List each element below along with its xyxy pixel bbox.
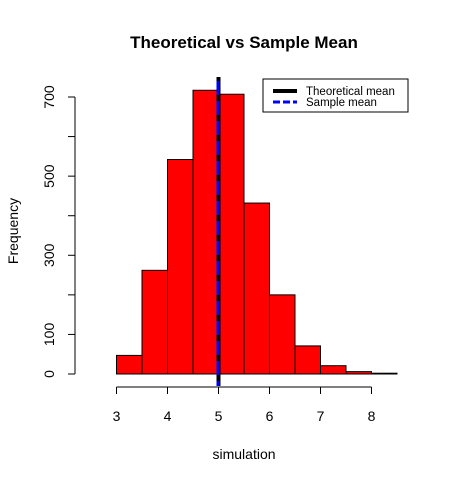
- y-tick-label: 0: [41, 370, 57, 378]
- histogram-bar: [320, 365, 347, 375]
- legend-label: Sample mean: [306, 97, 377, 109]
- histogram-bar: [192, 89, 219, 375]
- histogram-bar: [116, 354, 143, 375]
- legend-label: Theoretical mean: [306, 86, 395, 98]
- x-axis-label: simulation: [212, 446, 275, 462]
- chart-title: Theoretical vs Sample Mean: [130, 33, 358, 52]
- y-tick-label: 100: [41, 323, 57, 347]
- x-axis: 3 4 5 6 7 8: [113, 386, 376, 424]
- y-tick-label: 500: [41, 164, 57, 188]
- x-tick-label: 8: [368, 408, 376, 424]
- histogram-bar: [218, 93, 245, 375]
- y-tick-label: 700: [41, 85, 57, 109]
- legend-box: [262, 78, 409, 113]
- x-tick-label: 3: [113, 408, 121, 424]
- histogram-bar: [243, 202, 270, 375]
- histogram-bar: [269, 294, 296, 375]
- histogram-bar: [345, 371, 372, 375]
- histogram-bar: [167, 159, 194, 375]
- histogram-bar: [294, 345, 321, 375]
- bars-layer: [116, 89, 398, 375]
- x-tick-label: 6: [266, 408, 274, 424]
- reference-lines: [216, 77, 221, 386]
- x-tick-label: 4: [164, 408, 172, 424]
- histogram-bar: [371, 372, 398, 375]
- y-tick-label: 300: [41, 243, 57, 267]
- x-tick-label: 7: [317, 408, 325, 424]
- y-axis-label: Frequency: [5, 198, 21, 264]
- x-tick-label: 5: [215, 408, 223, 424]
- y-axis: 0 100 300 500 700: [41, 85, 76, 378]
- histogram-bar: [141, 269, 168, 375]
